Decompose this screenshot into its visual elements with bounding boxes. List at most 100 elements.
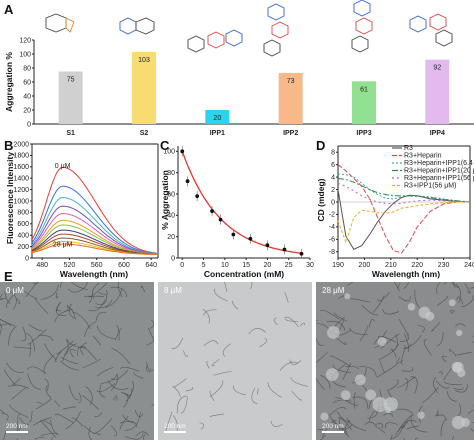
fibril-strand <box>149 319 154 329</box>
fibril-strand <box>0 323 8 327</box>
panel-a-ytick-label: 60 <box>23 79 31 86</box>
panel-d-ytick-label: -6 <box>329 237 335 244</box>
molecule-s1-icon <box>45 13 75 33</box>
fibril-strand <box>43 378 49 392</box>
fibril-strand <box>114 325 119 341</box>
fibril-strand <box>120 391 130 396</box>
panel-c-xtick-label: 5 <box>202 262 206 269</box>
micrograph-1-label: 8 μM <box>164 286 182 295</box>
spectrum-curve <box>31 197 157 255</box>
fibril-strand <box>284 316 299 328</box>
fibril-strand <box>133 371 144 379</box>
bright-spot <box>385 406 392 414</box>
category-label-ipp4: IPP4 <box>430 130 445 137</box>
fibril-strand <box>345 420 351 435</box>
fibril-strand <box>290 377 308 387</box>
molecule-ipp2-icon <box>263 3 289 57</box>
fibril-strand <box>438 371 443 375</box>
panel-d-cd-chart: D 190 200 210 220 230 240-8-6-4-202468R3R3+He… <box>316 138 474 279</box>
fibril-strand <box>27 329 47 345</box>
fibril-strand <box>202 308 210 324</box>
bright-spot <box>456 368 466 378</box>
panel-b-xlabel: Wavelength (nm) <box>60 269 128 279</box>
fibril-strand <box>88 299 106 312</box>
fibril-strand <box>26 366 46 374</box>
molecule-structures <box>45 0 453 57</box>
fibril-strand <box>437 296 449 306</box>
fibril-strand <box>417 325 425 333</box>
fibril-strand <box>203 309 217 316</box>
fibril-strand <box>165 411 173 432</box>
panel-c-xlabel: Concentration (mM) <box>204 269 284 279</box>
panel-b-ytick-label: 400 <box>17 233 29 240</box>
panel-b-fluorescence-chart: B 480 520 560 600 640 0 200 400 600 800 1000 1200 14… <box>4 138 159 279</box>
fibril-strand <box>97 325 116 340</box>
fibril-strand <box>452 282 459 289</box>
fibril-strand <box>328 413 347 433</box>
data-point <box>210 209 214 213</box>
panel-d-ytick-label: -4 <box>329 224 335 231</box>
fibril-strand <box>119 420 138 428</box>
fibril-strand <box>16 423 30 432</box>
fibril-strand <box>452 435 454 440</box>
panel-b-xtick-label: 640 <box>145 262 157 269</box>
fibril-strand <box>330 355 351 367</box>
fibril-strand <box>443 282 448 285</box>
fibril-strand <box>54 413 74 424</box>
fibril-strand <box>403 333 410 352</box>
micrograph-background <box>158 282 312 440</box>
bright-spot <box>327 326 340 339</box>
fibril-strand <box>414 289 421 308</box>
fibril-strand <box>453 387 464 390</box>
panel-d-xtick-label: 200 <box>359 262 371 269</box>
fibril-strand <box>342 362 351 380</box>
panel-d-label: D <box>316 138 325 153</box>
bar-value-ipp3: 61 <box>360 86 368 93</box>
fibril-strand <box>435 380 450 389</box>
fibril-strand <box>436 409 439 416</box>
spectrum-curve <box>31 185 157 254</box>
legend-entry-1: R3+Heparin <box>404 153 442 160</box>
fibril-strand <box>62 406 76 410</box>
bright-spot <box>377 336 387 347</box>
fibril-strand <box>209 413 224 418</box>
fibril-strand <box>353 392 357 409</box>
fibril-strand <box>127 380 135 399</box>
legend-entry-2: R3+Heparin+IPP1(6.4 μM) <box>404 160 474 167</box>
fibril-strand <box>64 338 69 355</box>
fibril-strand <box>80 341 88 356</box>
fibril-strand <box>352 396 369 409</box>
fibril-strand <box>142 434 145 440</box>
panel-c-ytick-label: 40 <box>167 213 175 220</box>
fibril-strand <box>0 409 5 414</box>
fibril-strand <box>12 384 30 389</box>
fibril-strand <box>135 431 149 437</box>
panel-c-label: C <box>160 138 170 153</box>
fibril-strand <box>440 418 448 437</box>
fibril-strand <box>331 420 350 438</box>
fibril-strand <box>83 295 93 304</box>
panel-b-ytick-label: 1400 <box>13 176 29 183</box>
fibril-strand <box>446 390 458 402</box>
fibril-strand <box>26 333 36 352</box>
fibril-strand <box>326 320 346 331</box>
fibril-strand <box>320 374 331 389</box>
fibril-strand <box>346 282 354 287</box>
fibril-strand <box>396 376 416 388</box>
fibril-strand <box>9 290 17 310</box>
fibril-strand <box>401 347 406 366</box>
fibril-strand <box>469 287 474 289</box>
fibril-strand <box>71 417 84 427</box>
fibril-strand <box>40 419 57 439</box>
fibril-strand <box>332 399 352 404</box>
fibril-strand <box>32 282 39 284</box>
fibril-strand <box>122 392 129 408</box>
fibril-strand <box>209 380 224 398</box>
panel-c-xtick-label: 10 <box>221 262 229 269</box>
fibril-strand <box>211 359 220 367</box>
fibril-strand <box>6 362 24 373</box>
bright-spot <box>407 303 416 311</box>
fibril-strand <box>66 305 76 319</box>
fibril-strand <box>361 305 379 316</box>
fibril-strand <box>134 409 144 418</box>
